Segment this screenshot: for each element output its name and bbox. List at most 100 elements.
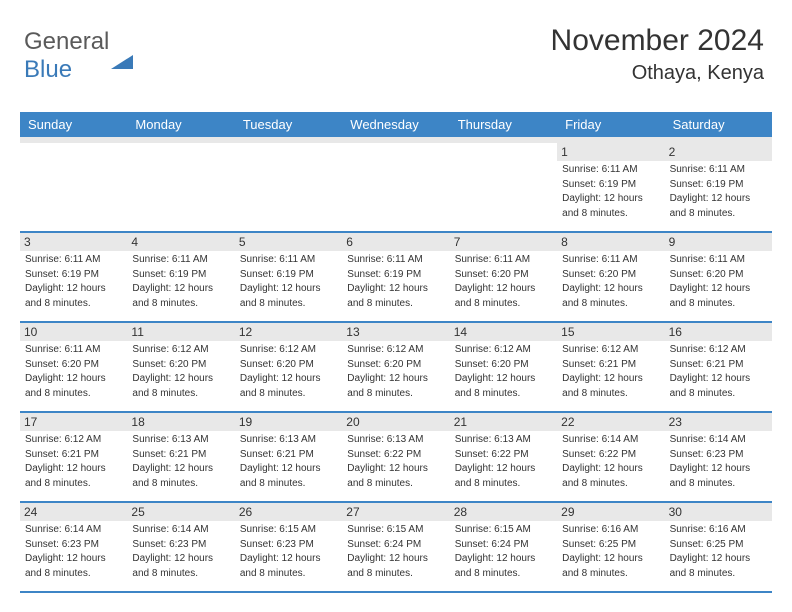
calendar-cell: 8 Sunrise: 6:11 AMSunset: 6:20 PMDaylight… [557, 233, 664, 321]
calendar-cell: 29Sunrise: 6:16 AMSunset: 6:25 PMDayligh… [557, 503, 664, 591]
day-number: 2 [665, 143, 772, 161]
week-row: 24 Sunrise: 6:14 AMSunset: 6:23 PMDayligh… [20, 503, 772, 593]
day-number: 20 [342, 413, 449, 431]
day-number: 21 [450, 413, 557, 431]
day-number: 24 [20, 503, 127, 521]
calendar-cell [450, 143, 557, 231]
day-info: Sunrise: 6:11 AMSunset: 6:19 PMDaylight:… [670, 163, 767, 221]
calendar-cell: 24Sunrise: 6:14 AMSunset: 6:23 PMDayligh… [20, 503, 127, 591]
day-number: 3 [20, 233, 127, 251]
calendar-cell [342, 143, 449, 231]
calendar-cell: 4Sunrise: 6:11 AMSunset: 6:19 PMDaylight… [127, 233, 234, 321]
day-number: 14 [450, 323, 557, 341]
calendar-cell: 12 Sunrise: 6:12 AMSunset: 6:20 PMDayligh… [235, 323, 342, 411]
day-info: Sunrise: 6:12 AMSunset: 6:20 PMDaylight:… [347, 343, 444, 401]
calendar-cell: 5 Sunrise: 6:11 AMSunset: 6:19 PMDaylight… [235, 233, 342, 321]
calendar-cell: 25 Sunrise: 6:14 AMSunset: 6:23 PMDayligh… [127, 503, 234, 591]
day-number: 7 [450, 233, 557, 251]
day-number: 19 [235, 413, 342, 431]
day-info: Sunrise: 6:12 AMSunset: 6:20 PMDaylight:… [240, 343, 337, 401]
day-info: Sunrise: 6:13 AMSunset: 6:21 PMDaylight:… [132, 433, 229, 491]
day-number: 13 [342, 323, 449, 341]
week-row: 17Sunrise: 6:12 AMSunset: 6:21 PMDayligh… [20, 413, 772, 503]
day-info: Sunrise: 6:12 AMSunset: 6:21 PMDaylight:… [25, 433, 122, 491]
week-row: 10Sunrise: 6:11 AMSunset: 6:20 PMDayligh… [20, 323, 772, 413]
day-info: Sunrise: 6:11 AMSunset: 6:19 PMDaylight:… [132, 253, 229, 311]
header: November 2024 Othaya, Kenya [551, 24, 764, 85]
day-info: Sunrise: 6:13 AMSunset: 6:22 PMDaylight:… [455, 433, 552, 491]
day-number: 30 [665, 503, 772, 521]
calendar-cell: 13 Sunrise: 6:12 AMSunset: 6:20 PMDayligh… [342, 323, 449, 411]
calendar-cell: 27Sunrise: 6:15 AMSunset: 6:24 PMDayligh… [342, 503, 449, 591]
day-info: Sunrise: 6:13 AMSunset: 6:22 PMDaylight:… [347, 433, 444, 491]
logo-word1: General [24, 28, 109, 55]
day-header: Saturday [665, 112, 772, 137]
day-info: Sunrise: 6:14 AMSunset: 6:22 PMDaylight:… [562, 433, 659, 491]
day-info: Sunrise: 6:11 AMSunset: 6:20 PMDaylight:… [670, 253, 767, 311]
calendar-cell: 30Sunrise: 6:16 AMSunset: 6:25 PMDayligh… [665, 503, 772, 591]
day-number: 10 [20, 323, 127, 341]
calendar-cell: 26 Sunrise: 6:15 AMSunset: 6:23 PMDayligh… [235, 503, 342, 591]
day-info: Sunrise: 6:11 AMSunset: 6:19 PMDaylight:… [347, 253, 444, 311]
calendar-cell: 23 Sunrise: 6:14 AMSunset: 6:23 PMDayligh… [665, 413, 772, 501]
day-number: 11 [127, 323, 234, 341]
day-number: 25 [127, 503, 234, 521]
calendar-cell: 19 Sunrise: 6:13 AMSunset: 6:21 PMDayligh… [235, 413, 342, 501]
calendar-cell: 18Sunrise: 6:13 AMSunset: 6:21 PMDayligh… [127, 413, 234, 501]
day-info: Sunrise: 6:11 AMSunset: 6:20 PMDaylight:… [562, 253, 659, 311]
logo-text: General Blue [24, 28, 133, 84]
calendar-cell: 14Sunrise: 6:12 AMSunset: 6:20 PMDayligh… [450, 323, 557, 411]
day-number: 28 [450, 503, 557, 521]
calendar-cell [235, 143, 342, 231]
day-info: Sunrise: 6:11 AMSunset: 6:19 PMDaylight:… [25, 253, 122, 311]
day-info: Sunrise: 6:11 AMSunset: 6:20 PMDaylight:… [455, 253, 552, 311]
day-header: Sunday [20, 112, 127, 137]
day-number: 12 [235, 323, 342, 341]
logo-triangle-icon [111, 28, 133, 69]
day-number: 29 [557, 503, 664, 521]
day-number: 27 [342, 503, 449, 521]
day-info: Sunrise: 6:11 AMSunset: 6:19 PMDaylight:… [240, 253, 337, 311]
calendar-cell: 6Sunrise: 6:11 AMSunset: 6:19 PMDaylight… [342, 233, 449, 321]
day-number: 8 [557, 233, 664, 251]
day-header: Thursday [450, 112, 557, 137]
day-info: Sunrise: 6:15 AMSunset: 6:23 PMDaylight:… [240, 523, 337, 581]
day-number: 26 [235, 503, 342, 521]
calendar-cell: 1 Sunrise: 6:11 AMSunset: 6:19 PMDaylight… [557, 143, 664, 231]
day-header: Friday [557, 112, 664, 137]
calendar-cell: 11 Sunrise: 6:12 AMSunset: 6:20 PMDayligh… [127, 323, 234, 411]
day-info: Sunrise: 6:12 AMSunset: 6:21 PMDaylight:… [562, 343, 659, 401]
calendar-cell: 3 Sunrise: 6:11 AMSunset: 6:19 PMDaylight… [20, 233, 127, 321]
week-row: 3 Sunrise: 6:11 AMSunset: 6:19 PMDaylight… [20, 233, 772, 323]
day-number: 1 [557, 143, 664, 161]
day-number: 9 [665, 233, 772, 251]
calendar-cell: 9 Sunrise: 6:11 AMSunset: 6:20 PMDaylight… [665, 233, 772, 321]
week-row: 1 Sunrise: 6:11 AMSunset: 6:19 PMDaylight… [20, 143, 772, 233]
calendar: Sunday Monday Tuesday Wednesday Thursday… [20, 112, 772, 593]
weeks-grid: 1 Sunrise: 6:11 AMSunset: 6:19 PMDaylight… [20, 143, 772, 593]
day-header-row: Sunday Monday Tuesday Wednesday Thursday… [20, 112, 772, 137]
day-info: Sunrise: 6:14 AMSunset: 6:23 PMDaylight:… [132, 523, 229, 581]
calendar-cell: 22 Sunrise: 6:14 AMSunset: 6:22 PMDayligh… [557, 413, 664, 501]
day-info: Sunrise: 6:13 AMSunset: 6:21 PMDaylight:… [240, 433, 337, 491]
day-info: Sunrise: 6:12 AMSunset: 6:20 PMDaylight:… [132, 343, 229, 401]
calendar-cell [127, 143, 234, 231]
day-number: 16 [665, 323, 772, 341]
calendar-cell: 15 Sunrise: 6:12 AMSunset: 6:21 PMDayligh… [557, 323, 664, 411]
calendar-cell: 17Sunrise: 6:12 AMSunset: 6:21 PMDayligh… [20, 413, 127, 501]
day-number: 5 [235, 233, 342, 251]
logo: General Blue [24, 28, 133, 84]
calendar-cell: 16Sunrise: 6:12 AMSunset: 6:21 PMDayligh… [665, 323, 772, 411]
calendar-cell: 7 Sunrise: 6:11 AMSunset: 6:20 PMDaylight… [450, 233, 557, 321]
day-number: 23 [665, 413, 772, 431]
day-info: Sunrise: 6:14 AMSunset: 6:23 PMDaylight:… [670, 433, 767, 491]
location: Othaya, Kenya [551, 62, 764, 85]
day-info: Sunrise: 6:11 AMSunset: 6:19 PMDaylight:… [562, 163, 659, 221]
calendar-cell: 28Sunrise: 6:15 AMSunset: 6:24 PMDayligh… [450, 503, 557, 591]
calendar-cell: 2 Sunrise: 6:11 AMSunset: 6:19 PMDaylight… [665, 143, 772, 231]
day-header: Wednesday [342, 112, 449, 137]
day-header: Monday [127, 112, 234, 137]
day-number: 22 [557, 413, 664, 431]
day-number: 15 [557, 323, 664, 341]
calendar-cell: 20 Sunrise: 6:13 AMSunset: 6:22 PMDayligh… [342, 413, 449, 501]
